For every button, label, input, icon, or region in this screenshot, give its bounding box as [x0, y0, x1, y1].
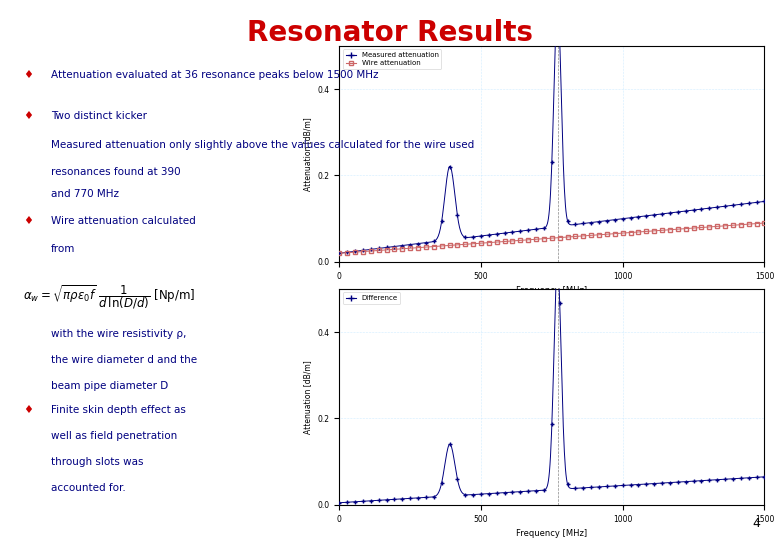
Text: the wire diameter d and the: the wire diameter d and the — [51, 355, 197, 366]
Text: ♦: ♦ — [23, 216, 34, 226]
Text: ♦: ♦ — [23, 111, 34, 121]
Text: Finite skin depth effect as: Finite skin depth effect as — [51, 405, 186, 415]
Text: from: from — [51, 244, 75, 254]
Text: ♦: ♦ — [23, 70, 34, 80]
Text: and 770 MHz: and 770 MHz — [51, 189, 119, 199]
Y-axis label: Attenuation [dB/m]: Attenuation [dB/m] — [303, 117, 312, 191]
Text: Wire attenuation calculated: Wire attenuation calculated — [51, 216, 196, 226]
Text: Resonator Results: Resonator Results — [247, 19, 533, 47]
Text: Measured attenuation only slightly above the values calculated for the wire used: Measured attenuation only slightly above… — [51, 140, 474, 151]
Text: Two distinct kicker: Two distinct kicker — [51, 111, 147, 121]
X-axis label: Frequency [MHz]: Frequency [MHz] — [516, 529, 587, 538]
Text: well as field penetration: well as field penetration — [51, 431, 177, 441]
Legend: Measured attenuation, Wire attenuation: Measured attenuation, Wire attenuation — [342, 49, 441, 69]
Text: $\alpha_w = \sqrt{\pi\rho\varepsilon_0 f}\ \dfrac{1}{d\,\ln(D/d)}\ [\mathrm{Np/m: $\alpha_w = \sqrt{\pi\rho\varepsilon_0 f… — [23, 284, 196, 312]
Y-axis label: Attenuation [dB/m]: Attenuation [dB/m] — [303, 360, 312, 434]
Text: with the wire resistivity ρ,: with the wire resistivity ρ, — [51, 329, 186, 340]
Text: through slots was: through slots was — [51, 457, 144, 467]
Text: Attenuation evaluated at 36 resonance peaks below 1500 MHz: Attenuation evaluated at 36 resonance pe… — [51, 70, 378, 80]
Text: 4: 4 — [753, 517, 760, 530]
Text: beam pipe diameter D: beam pipe diameter D — [51, 381, 168, 391]
Text: accounted for.: accounted for. — [51, 483, 126, 493]
Text: ♦: ♦ — [23, 405, 34, 415]
X-axis label: Frequency [MHz]: Frequency [MHz] — [516, 286, 587, 295]
Text: resonances found at 390: resonances found at 390 — [51, 167, 180, 178]
Legend: Difference: Difference — [342, 292, 400, 304]
